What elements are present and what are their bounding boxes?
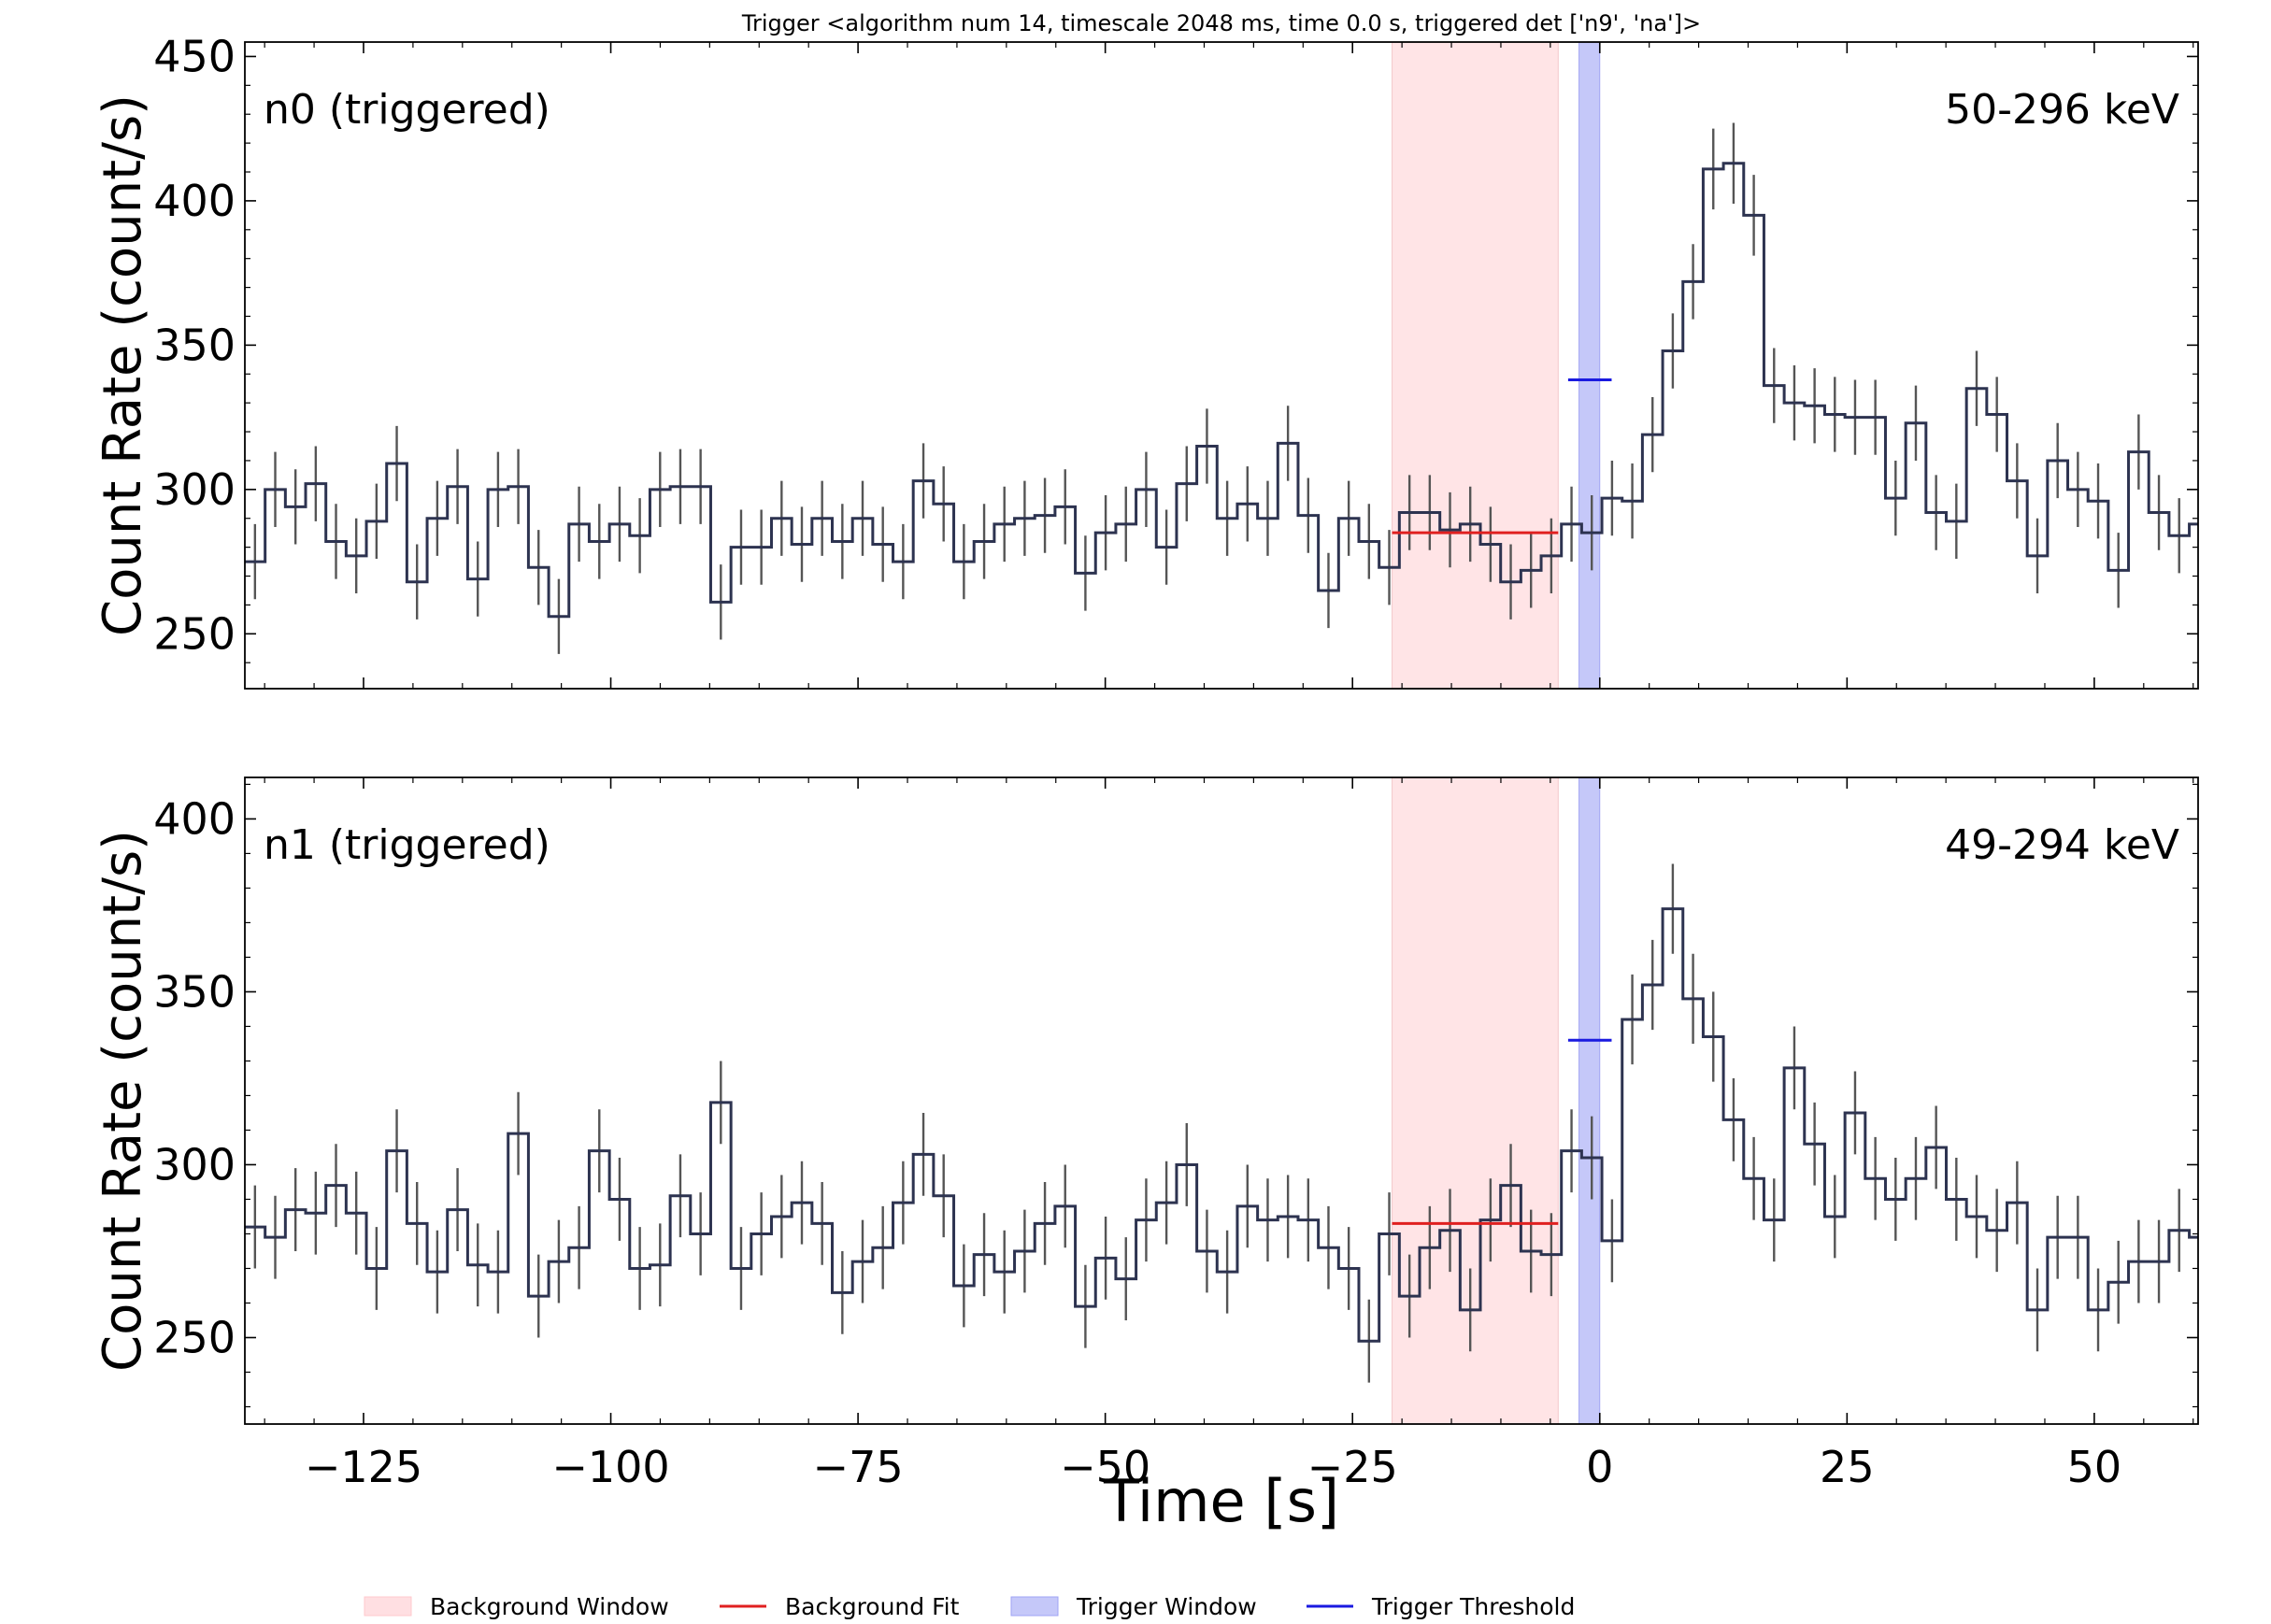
x-tick-label: 50: [2067, 1442, 2122, 1492]
y-tick-label: 400: [153, 176, 236, 226]
background-window: [1392, 42, 1559, 689]
trigger-window: [1578, 777, 1601, 1424]
legend-label: Trigger Threshold: [1371, 1593, 1575, 1620]
detector-label: n0 (triggered): [264, 86, 550, 134]
legend-label: Background Window: [430, 1593, 669, 1620]
plot-area: [245, 777, 2198, 1424]
lightcurve-step: [245, 162, 2198, 619]
plot-area: [245, 42, 2198, 689]
detector-label: n1 (triggered): [264, 821, 550, 869]
legend-item: Trigger Threshold: [1307, 1593, 1575, 1620]
y-tick-label: 300: [153, 1139, 236, 1190]
y-tick-label: 250: [153, 608, 236, 659]
y-tick-label: 400: [153, 793, 236, 844]
plot-frame: [244, 41, 2199, 690]
legend-label: Trigger Window: [1076, 1593, 1257, 1620]
y-axis-label: Count Rate (count/s): [93, 830, 153, 1372]
figure-title: Trigger <algorithm num 14, timescale 204…: [741, 10, 1701, 36]
x-tick-label: −100: [551, 1442, 669, 1492]
x-tick-label: 25: [1820, 1442, 1875, 1492]
x-tick-label: −25: [1307, 1442, 1398, 1492]
background-window: [1392, 777, 1559, 1424]
legend-swatch: [1010, 1596, 1059, 1617]
energy-range-label: 50-296 keV: [1945, 86, 2179, 134]
y-tick-label: 300: [153, 464, 236, 515]
legend-label: Background Fit: [785, 1593, 960, 1620]
y-tick-label: 350: [153, 320, 236, 370]
trigger-window: [1578, 42, 1601, 689]
y-tick-label: 350: [153, 966, 236, 1017]
x-tick-label: 0: [1586, 1442, 1613, 1492]
legend: Background Window Background Fit Trigger W…: [364, 1593, 1575, 1620]
legend-item: Background Window: [364, 1593, 669, 1620]
energy-range-label: 49-294 keV: [1945, 821, 2179, 869]
x-tick-label: −125: [305, 1442, 422, 1492]
legend-swatch: [364, 1596, 412, 1617]
y-tick-label: 450: [153, 31, 236, 81]
legend-item: Background Fit: [720, 1593, 960, 1620]
legend-item: Trigger Window: [1010, 1593, 1257, 1620]
y-tick-label: 250: [153, 1312, 236, 1362]
panel-1: −125 −100 −75 −50 −25 0 25 50 250 300 350 400Count …: [93, 776, 2199, 1492]
x-tick-label: −50: [1060, 1442, 1150, 1492]
x-tick-label: −75: [813, 1442, 904, 1492]
lightcurve-step: [245, 907, 2198, 1343]
y-axis-label: Count Rate (count/s): [93, 94, 153, 636]
x-axis-label: Time [s]: [1103, 1467, 1339, 1535]
plot-frame: [244, 776, 2199, 1425]
